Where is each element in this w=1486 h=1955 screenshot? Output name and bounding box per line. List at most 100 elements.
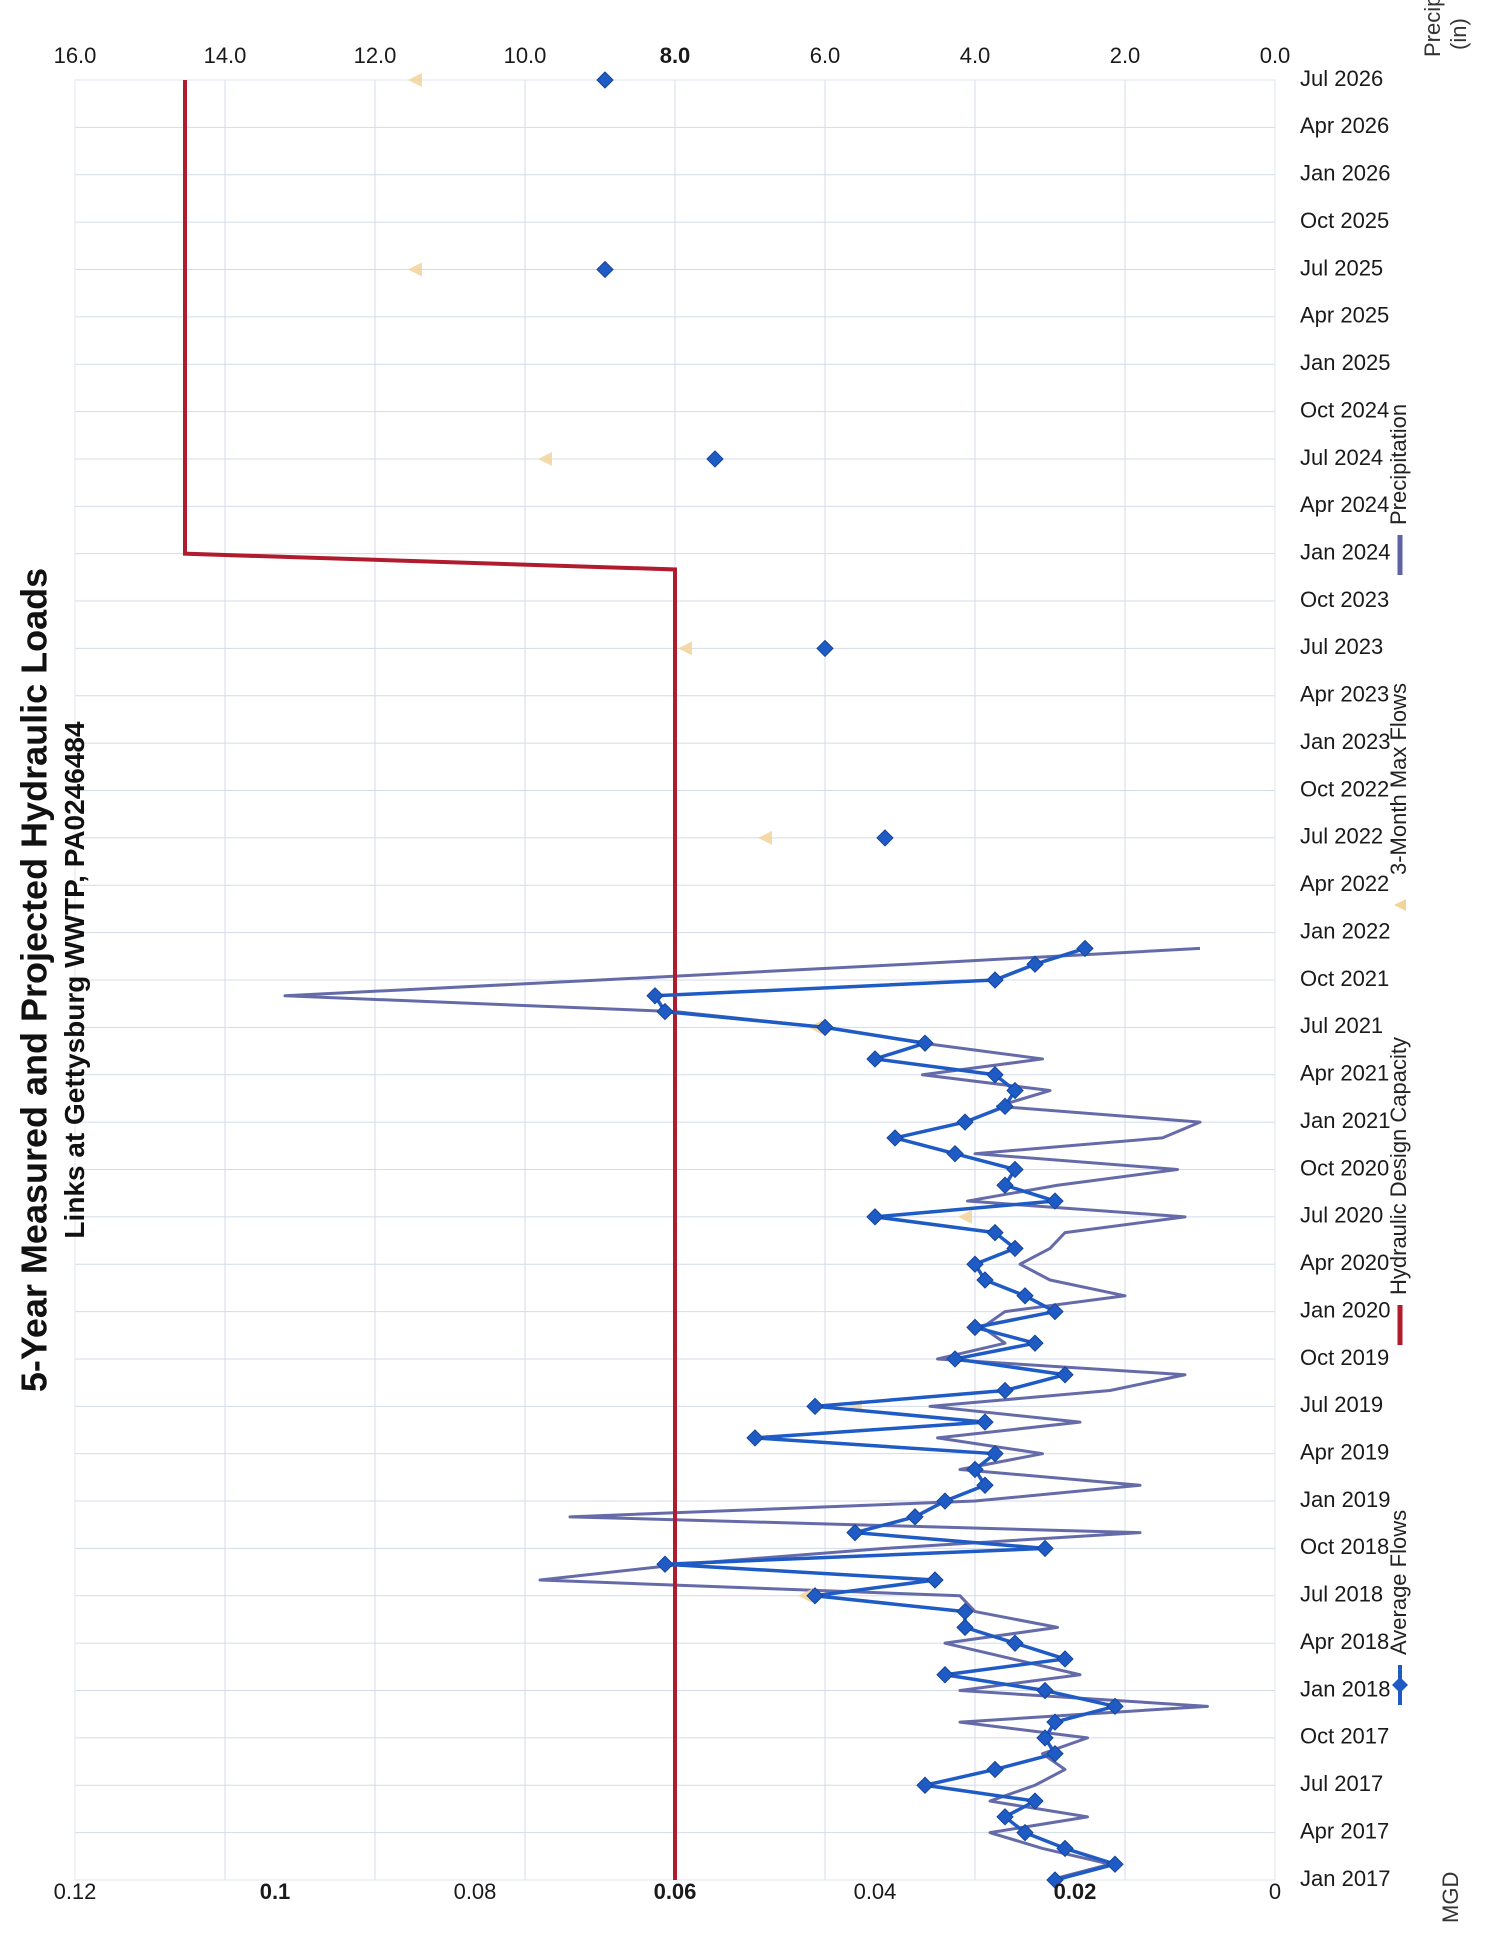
date-tick-label: Jan 2017: [1300, 1866, 1391, 1891]
date-tick-label: Apr 2020: [1300, 1250, 1389, 1275]
average-flow-point: [1036, 1681, 1054, 1700]
date-tick-label: Oct 2017: [1300, 1724, 1389, 1749]
date-tick-label: Oct 2024: [1300, 397, 1389, 422]
average-flow-point: [1026, 1792, 1044, 1810]
average-flow-point: [1006, 1160, 1024, 1179]
date-tick-label: Jul 2018: [1300, 1582, 1383, 1607]
average-flow-point: [1006, 1634, 1024, 1652]
average-flow-point: [596, 71, 614, 89]
average-flow-point: [956, 1113, 974, 1131]
precip-tick-label: 0.0: [1260, 43, 1291, 68]
max-flows-series: [408, 73, 972, 1603]
mgd-tick-label: 0.06: [654, 1879, 697, 1904]
date-tick-label: Apr 2021: [1300, 1061, 1389, 1086]
date-tick-label: Oct 2020: [1300, 1155, 1389, 1180]
chart-subtitle: Links at Gettysburg WWTP, PA0246484: [59, 721, 90, 1239]
precip-axis-label-line2: (in): [1446, 18, 1471, 50]
average-flow-point: [916, 1034, 934, 1052]
average-flow-point: [816, 1018, 834, 1037]
date-tick-label: Jul 2020: [1300, 1203, 1383, 1228]
rotated-chart-frame: 0 0.02 0.04 0.06 0.08 0.1 0.12 0.0 2.0 4.0 6.0 8.0…: [13, 0, 1471, 1923]
average-flow-point: [1006, 1081, 1024, 1100]
date-tick-label: Apr 2026: [1300, 113, 1389, 138]
precip-axis-label-line1: Precip: [1420, 0, 1445, 57]
date-tick-label: Jul 2017: [1300, 1771, 1383, 1796]
precip-tick-label: 12.0: [354, 43, 397, 68]
average-flow-point: [936, 1666, 954, 1684]
date-tick-label: Apr 2017: [1300, 1818, 1389, 1843]
date-tick-label: Jul 2025: [1300, 255, 1383, 280]
average-flow-point: [986, 1223, 1004, 1242]
average-flow-point: [1036, 1729, 1054, 1747]
average-flow-point: [1056, 1366, 1074, 1384]
average-flow-point: [846, 1523, 864, 1542]
mgd-tick-label: 0.08: [454, 1879, 497, 1904]
legend-label: Hydraulic Design Capacity: [1386, 1037, 1411, 1295]
average-flow-point: [986, 1444, 1004, 1463]
date-tick-label: Apr 2025: [1300, 303, 1389, 328]
average-flow-point: [1036, 1539, 1054, 1558]
average-flow-point: [956, 1618, 974, 1637]
average-flow-point: [656, 1002, 674, 1021]
precip-tick-label: 2.0: [1110, 43, 1141, 68]
date-tick-label: Jan 2021: [1300, 1108, 1391, 1133]
precip-tick-label: 4.0: [960, 43, 991, 68]
average-flow-point: [956, 1602, 974, 1621]
average-flow-point: [1026, 955, 1044, 973]
date-tick-label: Jan 2019: [1300, 1487, 1391, 1512]
date-tick-label: Oct 2023: [1300, 587, 1389, 612]
average-flow-point: [1046, 1871, 1064, 1889]
average-flow-point: [976, 1271, 994, 1289]
mgd-axis: 0 0.02 0.04 0.06 0.08 0.1 0.12: [54, 1879, 1282, 1904]
average-flow-point: [706, 450, 724, 468]
max-flow-point: [538, 451, 552, 466]
legend-average-flows-marker: [1392, 1677, 1408, 1693]
average-flow-point: [1076, 939, 1094, 958]
max-flow-point: [678, 641, 692, 656]
average-flow-point: [966, 1460, 984, 1479]
precip-tick-label: 10.0: [504, 43, 547, 68]
date-tick-label: Jan 2026: [1300, 161, 1391, 186]
average-flow-point: [1046, 1713, 1064, 1731]
precip-tick-label: 14.0: [204, 43, 247, 68]
average-flow-point: [996, 1176, 1014, 1194]
average-flow-point: [986, 1760, 1004, 1779]
average-flow-point: [966, 1255, 984, 1273]
average-flow-point: [916, 1776, 934, 1794]
average-flows-series: [596, 71, 1124, 1889]
average-flow-point: [936, 1492, 954, 1510]
average-flow-point: [646, 987, 664, 1005]
date-tick-label: Apr 2023: [1300, 682, 1389, 707]
date-tick-label: Jan 2024: [1300, 539, 1391, 564]
chart-legend: Average Flows Hydraulic Design Capacity 3-…: [1386, 404, 1411, 1705]
precip-tick-label: 8.0: [660, 43, 691, 68]
average-flow-point: [1046, 1192, 1064, 1210]
average-flow-point: [976, 1413, 994, 1431]
average-flow-point: [1106, 1697, 1124, 1716]
average-flow-point: [1006, 1239, 1024, 1258]
date-tick-label: Jan 2018: [1300, 1676, 1391, 1701]
date-tick-label: Oct 2025: [1300, 208, 1389, 233]
average-flow-point: [806, 1397, 824, 1416]
mgd-tick-label: 0.12: [54, 1879, 97, 1904]
date-tick-label: Oct 2018: [1300, 1534, 1389, 1559]
design-capacity-series: [183, 80, 677, 1880]
date-tick-label: Oct 2021: [1300, 966, 1389, 991]
average-flow-point: [866, 1050, 884, 1068]
average-flow-point: [966, 1318, 984, 1337]
chart-title: 5-Year Measured and Projected Hydraulic …: [13, 568, 54, 1392]
legend-label: Average Flows: [1386, 1510, 1411, 1655]
average-flow-point: [906, 1508, 924, 1526]
average-flow-point: [866, 1208, 884, 1226]
average-flow-point: [816, 639, 834, 658]
mgd-tick-label: 0.1: [260, 1879, 291, 1904]
date-tick-label: Jan 2022: [1300, 918, 1391, 943]
average-flow-point: [1016, 1823, 1034, 1842]
average-flow-point: [1026, 1334, 1044, 1352]
date-tick-label: Jan 2025: [1300, 350, 1391, 375]
average-flow-point: [746, 1429, 764, 1447]
max-flow-point: [408, 73, 422, 87]
date-tick-label: Jul 2024: [1300, 445, 1383, 470]
average-flow-point: [886, 1129, 904, 1147]
